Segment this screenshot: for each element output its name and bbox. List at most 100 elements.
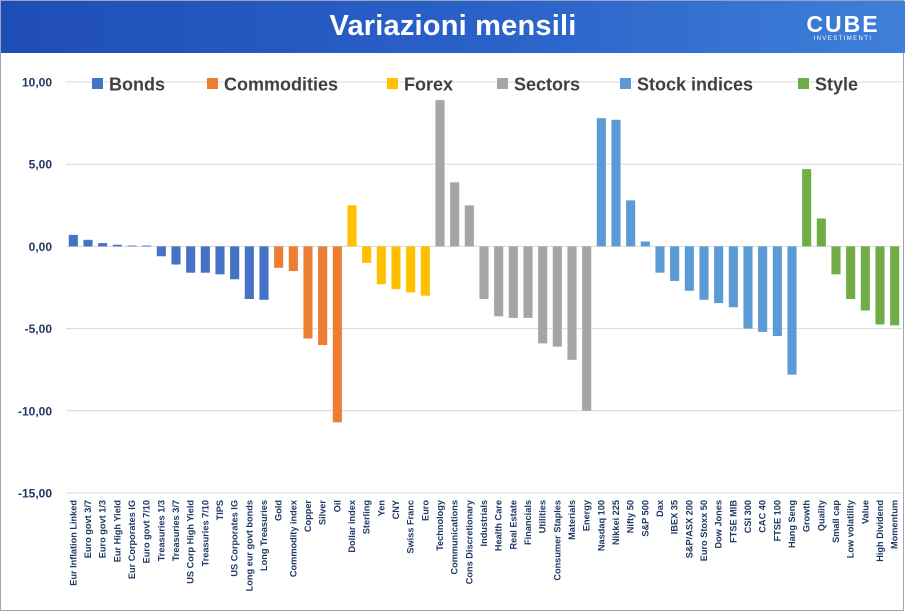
x-tick-label: CAC 40 — [758, 500, 768, 533]
legend-swatch — [497, 78, 508, 89]
bar — [714, 246, 724, 304]
x-tick-label: Dollar index — [347, 499, 357, 552]
bar — [670, 246, 680, 281]
x-tick-label: Industrials — [479, 500, 489, 546]
x-tick-label: Eur High Yield — [112, 500, 122, 562]
legend-label: Sectors — [514, 75, 580, 95]
y-tick-label: 10,00 — [22, 76, 52, 90]
bar — [684, 246, 694, 291]
bar — [699, 246, 709, 300]
x-tick-label: Growth — [802, 500, 812, 533]
x-tick-label: Quality — [816, 499, 826, 531]
bar — [596, 118, 606, 247]
bar — [479, 246, 489, 300]
bar — [303, 246, 313, 339]
x-tick-label: US Corporates IG — [230, 500, 240, 577]
x-tick-label: CNY — [391, 500, 401, 519]
logo-subtitle: INVESTIMENTI — [813, 36, 873, 42]
x-tick-label: Treasuries 1/3 — [156, 500, 166, 561]
cube-logo: CUBE INVESTIMENTI — [795, 12, 891, 43]
x-tick-label: Eur Inflation Linked — [68, 500, 78, 586]
y-tick-label: 5,00 — [29, 158, 53, 172]
x-tick-label: FTSE 100 — [772, 500, 782, 541]
bar — [743, 246, 753, 329]
x-tick-label: FTSE MIB — [728, 500, 738, 543]
y-tick-label: -10,00 — [18, 404, 52, 418]
legend-label: Commodities — [224, 75, 338, 95]
y-tick-label: -5,00 — [25, 322, 53, 336]
bar — [420, 246, 430, 296]
bar — [362, 246, 372, 263]
bar — [508, 246, 518, 318]
legend-swatch — [387, 78, 398, 89]
x-tick-label: Low volatility — [846, 499, 856, 558]
legend-label: Bonds — [109, 75, 165, 95]
bar — [626, 200, 636, 247]
bar — [83, 239, 93, 247]
bar — [318, 246, 328, 346]
legend-label: Stock indices — [637, 75, 753, 95]
y-tick-label: 0,00 — [29, 240, 53, 254]
x-tick-label: Small cap — [831, 500, 841, 543]
bar — [787, 246, 797, 375]
x-tick-label: TIPS — [215, 500, 225, 520]
bar — [640, 241, 650, 247]
x-tick-label: Nasdaq 100 — [596, 500, 606, 551]
x-tick-label: Financials — [523, 500, 533, 545]
bar — [655, 246, 665, 273]
bar — [127, 245, 137, 247]
y-axis: 10,00 5,00 0,00 -5,00 -10,00 -15,00 — [18, 76, 52, 501]
bar — [582, 246, 592, 411]
x-tick-label: High Dividend — [875, 500, 885, 562]
x-tick-label: Commodity index — [288, 499, 298, 577]
legend-label: Style — [815, 75, 858, 95]
chart-header: Variazioni mensili CUBE INVESTIMENTI — [1, 1, 905, 53]
x-tick-label: Nikkei 225 — [611, 500, 621, 545]
x-tick-label: Copper — [303, 500, 313, 533]
x-tick-label: Technology — [435, 499, 445, 551]
x-tick-label: Hang Seng — [787, 500, 797, 548]
x-tick-label: Euro — [420, 500, 430, 521]
x-tick-label: Energy — [582, 499, 592, 531]
x-tick-label: Dax — [655, 499, 665, 517]
x-tick-label: Swiss Franc — [406, 500, 416, 554]
bar — [98, 243, 108, 247]
legend-label: Forex — [404, 75, 453, 95]
bar — [391, 246, 401, 290]
bar — [171, 246, 181, 265]
x-tick-label: Health Care — [494, 500, 504, 551]
x-tick-label: Yen — [376, 500, 386, 517]
x-tick-label: Momentum — [890, 500, 900, 549]
x-tick-label: Value — [860, 500, 870, 524]
x-tick-label: Euro govt 3/7 — [83, 500, 93, 558]
y-tick-label: -15,00 — [18, 487, 52, 501]
bar — [728, 246, 738, 308]
bar — [802, 169, 812, 247]
bar — [494, 246, 504, 317]
bar — [244, 246, 254, 300]
bar — [860, 246, 870, 311]
bar — [523, 246, 533, 318]
bar — [68, 234, 78, 247]
bar — [332, 246, 342, 423]
legend-swatch — [92, 78, 103, 89]
bar — [567, 246, 577, 360]
bar — [288, 246, 298, 272]
bar — [376, 246, 386, 285]
bar — [259, 246, 269, 300]
x-tick-label: S&P 500 — [640, 500, 650, 537]
bar — [347, 205, 357, 247]
bar — [406, 246, 416, 293]
x-tick-label: Euro Stoxx 50 — [699, 500, 709, 561]
x-axis: Eur Inflation Linked Euro govt 3/7 Euro go… — [68, 499, 899, 591]
x-tick-label: Consumer Staples — [552, 500, 562, 581]
bar — [156, 246, 166, 257]
bar — [772, 246, 782, 336]
x-tick-label: Utilities — [538, 500, 548, 533]
x-tick-label: CSI 300 — [743, 500, 753, 533]
legend-swatch — [207, 78, 218, 89]
x-tick-label: Nifty 50 — [626, 500, 636, 533]
x-tick-label: Gold — [274, 500, 284, 521]
